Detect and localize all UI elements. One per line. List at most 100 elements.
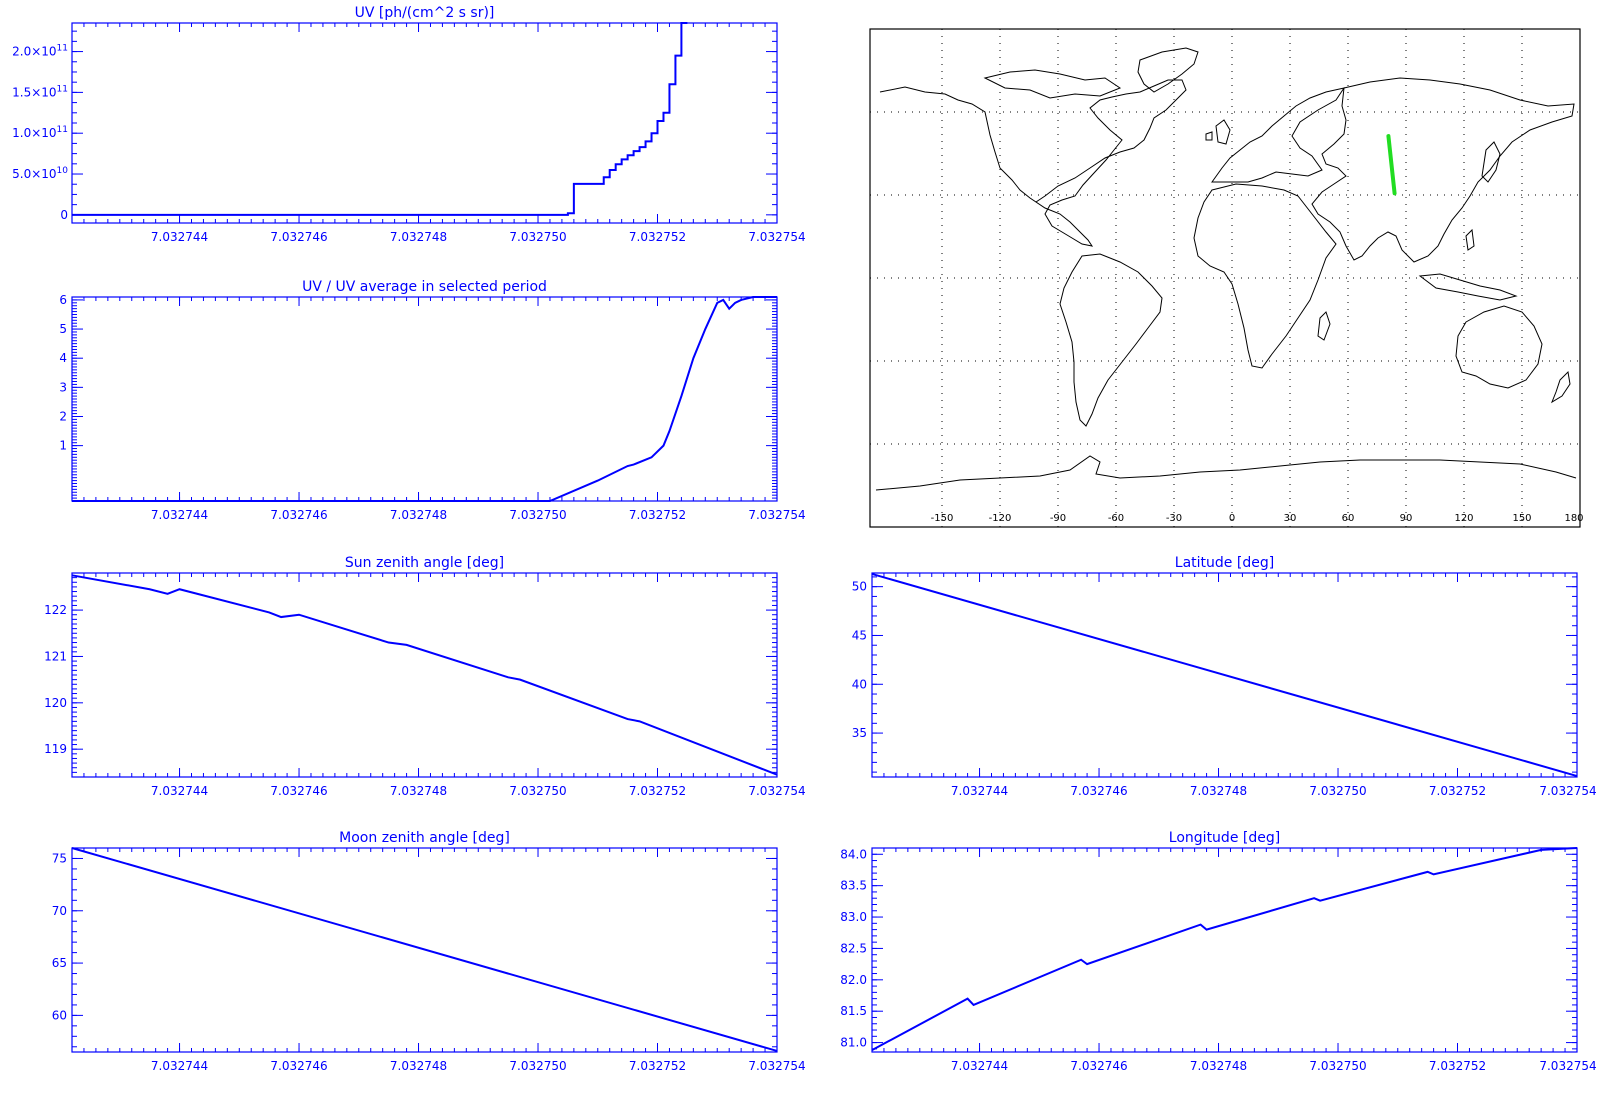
longitude-y-tick-label: 82.0 bbox=[840, 973, 867, 987]
longitude-x-tick-label: 7.032748 bbox=[1190, 1059, 1247, 1073]
longitude-y-tick-label: 84.0 bbox=[840, 847, 867, 861]
latitude-x-tick-label: 7.032752 bbox=[1429, 784, 1486, 798]
latitude-x-tick-label: 7.032744 bbox=[951, 784, 1008, 798]
coast-asia bbox=[1311, 77, 1575, 263]
latitude-panel: Latitude [deg] 7.032744 7.032746 7.032748 7.… bbox=[852, 555, 1597, 798]
moon-zenith-y-tick-label: 60 bbox=[52, 1008, 67, 1022]
latitude-x-tick-label: 7.032754 bbox=[1539, 784, 1596, 798]
uv-y-tick-label: 2.0×1011 bbox=[12, 44, 68, 59]
sun-zenith-title: Sun zenith angle [deg] bbox=[345, 555, 504, 571]
sun-zenith-y-tick-label: 119 bbox=[44, 742, 67, 756]
sun-zenith-axes-frame bbox=[71, 572, 778, 778]
longitude-x-tick-label: 7.032752 bbox=[1429, 1059, 1486, 1073]
uv-y-tick-label: 1.0×1011 bbox=[12, 125, 68, 140]
uv-ratio-y-tick-label: 2 bbox=[59, 409, 67, 423]
uv-ratio-x-tick-label: 7.032752 bbox=[629, 508, 686, 522]
map-longitude-label: -90 bbox=[1050, 513, 1066, 524]
uv-ratio-series-line bbox=[72, 296, 777, 502]
longitude-axes-frame bbox=[871, 847, 1578, 1053]
uv-y-tick-mantissa: 1.5×10 bbox=[12, 85, 56, 99]
longitude-title: Longitude [deg] bbox=[1169, 830, 1280, 846]
uv-ratio-title: UV / UV average in selected period bbox=[302, 279, 547, 295]
coast-indonesia bbox=[1418, 228, 1518, 301]
coast-australia bbox=[1455, 305, 1543, 389]
latitude-y-tick-label: 50 bbox=[852, 580, 867, 594]
latitude-y-tick-label: 45 bbox=[852, 628, 867, 642]
sun-zenith-y-tick-label: 120 bbox=[44, 696, 67, 710]
latitude-x-tick-label: 7.032750 bbox=[1309, 784, 1366, 798]
map-longitude-label: -120 bbox=[989, 513, 1012, 524]
moon-zenith-y-tick-label: 70 bbox=[52, 904, 67, 918]
uv-x-tick-label: 7.032752 bbox=[629, 230, 686, 244]
latitude-x-tick-label: 7.032748 bbox=[1190, 784, 1247, 798]
coast-north-america bbox=[879, 79, 1187, 247]
coast-greenland bbox=[1137, 47, 1199, 93]
moon-zenith-series-line bbox=[71, 847, 778, 1052]
uv-x-tick-label: 7.032746 bbox=[270, 230, 327, 244]
coast-new-zealand bbox=[1550, 370, 1571, 404]
uv-y-tick-mantissa: 2.0×10 bbox=[12, 45, 56, 59]
coastlines bbox=[875, 47, 1577, 491]
sun-zenith-x-tick-label: 7.032754 bbox=[748, 784, 805, 798]
uv-ratio-x-tick-label: 7.032746 bbox=[270, 508, 327, 522]
uv-ratio-x-tick-label: 7.032754 bbox=[748, 508, 805, 522]
map-longitude-label: 150 bbox=[1512, 513, 1531, 524]
latitude-title: Latitude [deg] bbox=[1175, 555, 1274, 571]
longitude-y-tick-label: 81.0 bbox=[840, 1036, 867, 1050]
uv-y-tick-exponent: 11 bbox=[57, 44, 68, 54]
coast-europe bbox=[1211, 87, 1346, 183]
sun-zenith-y-tick-label: 121 bbox=[44, 649, 67, 663]
longitude-x-tick-label: 7.032744 bbox=[951, 1059, 1008, 1073]
map-longitude-label: 60 bbox=[1342, 513, 1355, 524]
uv-ratio-y-tick-label: 4 bbox=[59, 351, 67, 365]
coast-arctic-islands bbox=[983, 69, 1122, 99]
uv-series-line bbox=[72, 22, 688, 216]
uv-ratio-axes-frame bbox=[71, 296, 778, 502]
longitude-x-tick-label: 7.032746 bbox=[1070, 1059, 1127, 1073]
latitude-y-tick-label: 35 bbox=[852, 726, 867, 740]
world-map-panel: -150 -120 -90 -60 -30 0 30 60 90 120 150 180 bbox=[869, 28, 1584, 528]
map-longitude-label: 0 bbox=[1229, 513, 1235, 524]
uv-y-tick-mantissa: 5.0×10 bbox=[12, 167, 56, 181]
sun-zenith-x-tick-label: 7.032750 bbox=[509, 784, 566, 798]
coast-africa bbox=[1193, 183, 1337, 369]
moon-zenith-axes-frame bbox=[71, 847, 778, 1053]
map-longitude-label: 90 bbox=[1400, 513, 1413, 524]
uv-y-tick-mantissa: 0 bbox=[60, 208, 68, 222]
sun-zenith-x-tick-label: 7.032746 bbox=[270, 784, 327, 798]
uv-ratio-panel: UV / UV average in selected period 7.0327… bbox=[59, 279, 805, 522]
uv-ratio-x-tick-label: 7.032744 bbox=[151, 508, 208, 522]
uv-x-tick-label: 7.032748 bbox=[390, 230, 447, 244]
map-longitude-label: 30 bbox=[1284, 513, 1297, 524]
sun-zenith-panel: Sun zenith angle [deg] 7.032744 7.032746 7.… bbox=[44, 555, 806, 798]
map-longitude-label: 180 bbox=[1564, 513, 1583, 524]
coast-british-isles bbox=[1205, 119, 1231, 145]
latitude-series-line bbox=[871, 573, 1578, 777]
uv-y-tick-label: 1.5×1011 bbox=[12, 84, 68, 99]
longitude-y-tick-label: 82.5 bbox=[840, 941, 867, 955]
moon-zenith-x-tick-label: 7.032754 bbox=[748, 1059, 805, 1073]
sun-zenith-series-line bbox=[71, 574, 778, 776]
uv-y-tick-label: 0 bbox=[60, 208, 68, 222]
moon-zenith-panel: Moon zenith angle [deg] 7.032744 7.032746 7… bbox=[52, 830, 806, 1073]
map-graticule bbox=[870, 29, 1580, 527]
sun-zenith-x-tick-label: 7.032752 bbox=[629, 784, 686, 798]
moon-zenith-x-tick-label: 7.032748 bbox=[390, 1059, 447, 1073]
ground-track-segment bbox=[1386, 134, 1397, 196]
moon-zenith-title: Moon zenith angle [deg] bbox=[339, 830, 510, 846]
map-longitude-label: 120 bbox=[1454, 513, 1473, 524]
moon-zenith-x-tick-label: 7.032744 bbox=[151, 1059, 208, 1073]
coast-antarctica bbox=[875, 455, 1577, 491]
uv-ratio-y-tick-label: 6 bbox=[59, 293, 67, 307]
uv-x-tick-label: 7.032750 bbox=[509, 230, 566, 244]
sun-zenith-x-tick-label: 7.032744 bbox=[151, 784, 208, 798]
coast-south-america bbox=[1059, 253, 1163, 427]
uv-y-tick-exponent: 11 bbox=[57, 84, 68, 94]
moon-zenith-y-tick-label: 65 bbox=[52, 956, 67, 970]
longitude-x-tick-label: 7.032750 bbox=[1309, 1059, 1366, 1073]
longitude-y-tick-label: 81.5 bbox=[840, 1004, 867, 1018]
uv-ratio-x-tick-label: 7.032748 bbox=[390, 508, 447, 522]
map-longitude-label: -60 bbox=[1108, 513, 1124, 524]
latitude-x-tick-label: 7.032746 bbox=[1070, 784, 1127, 798]
